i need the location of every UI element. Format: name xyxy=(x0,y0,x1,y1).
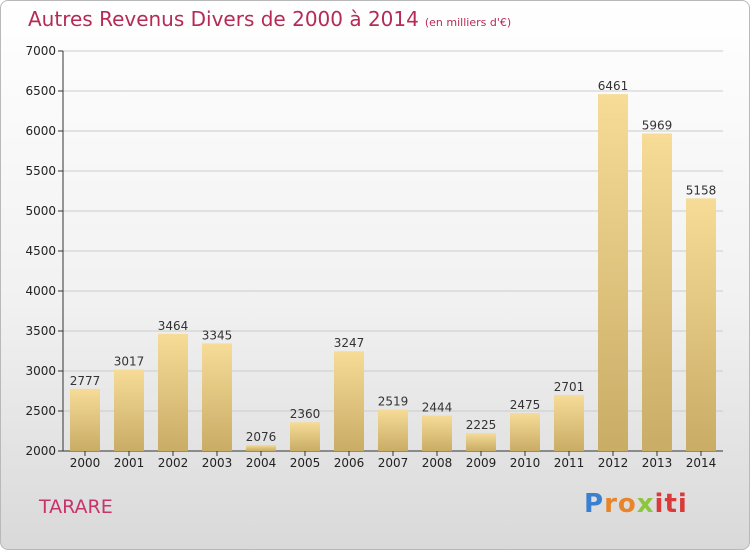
y-tick-label: 2500 xyxy=(25,404,56,418)
x-tick-label: 2004 xyxy=(246,456,277,470)
x-tick-label: 2009 xyxy=(466,456,497,470)
bar xyxy=(158,333,188,451)
bar xyxy=(290,422,320,451)
y-tick-label: 6500 xyxy=(25,84,56,98)
y-tick-label: 2000 xyxy=(25,444,56,458)
bar xyxy=(510,413,540,451)
y-tick-label: 7000 xyxy=(25,44,56,58)
chart-title-block: Autres Revenus Divers de 2000 à 2014 (en … xyxy=(28,7,511,31)
data-label: 5969 xyxy=(642,118,673,132)
data-label: 3017 xyxy=(114,355,145,369)
chart-subtitle: (en milliers d'€) xyxy=(424,16,512,29)
x-tick-label: 2001 xyxy=(114,456,145,470)
y-tick-label: 5000 xyxy=(25,204,56,218)
y-tick-label: 4000 xyxy=(25,284,56,298)
bar xyxy=(554,394,584,451)
y-tick-label: 3500 xyxy=(25,324,56,338)
data-label: 2519 xyxy=(378,394,409,408)
x-tick-label: 2010 xyxy=(510,456,541,470)
x-tick-label: 2007 xyxy=(378,456,409,470)
bar xyxy=(202,343,232,451)
bar xyxy=(466,433,496,451)
x-tick-label: 2008 xyxy=(422,456,453,470)
x-tick-label: 2011 xyxy=(554,456,585,470)
data-label: 2076 xyxy=(246,430,277,444)
data-label: 3464 xyxy=(158,319,189,333)
data-label: 2360 xyxy=(290,407,321,421)
x-tick-label: 2014 xyxy=(686,456,717,470)
x-tick-label: 2005 xyxy=(290,456,321,470)
data-label: 2225 xyxy=(466,418,497,432)
x-tick-label: 2003 xyxy=(202,456,233,470)
x-tick-label: 2000 xyxy=(70,456,101,470)
y-tick-label: 3000 xyxy=(25,364,56,378)
data-label: 6461 xyxy=(598,79,629,93)
x-tick-label: 2013 xyxy=(642,456,673,470)
bar xyxy=(686,198,716,451)
data-label: 2777 xyxy=(70,374,101,388)
bar xyxy=(70,388,100,451)
chart-title: Autres Revenus Divers de 2000 à 2014 xyxy=(28,7,419,31)
proxiti-logo: Proxiti xyxy=(584,489,688,519)
bar xyxy=(642,133,672,452)
bar xyxy=(334,351,364,451)
commune-name: TARARE xyxy=(39,496,113,518)
y-tick-label: 6000 xyxy=(25,124,56,138)
data-label: 2701 xyxy=(554,380,585,394)
bar xyxy=(422,415,452,451)
data-label: 2444 xyxy=(422,400,453,414)
bar xyxy=(246,444,276,451)
y-tick-label: 4500 xyxy=(25,244,56,258)
x-tick-label: 2012 xyxy=(598,456,629,470)
y-tick-label: 5500 xyxy=(25,164,56,178)
x-tick-label: 2002 xyxy=(158,456,189,470)
x-tick-label: 2006 xyxy=(334,456,365,470)
data-label: 3247 xyxy=(334,336,365,350)
bar xyxy=(598,94,628,452)
data-label: 5158 xyxy=(686,183,717,197)
data-label: 3345 xyxy=(202,328,233,342)
data-label: 2475 xyxy=(510,398,541,412)
bar xyxy=(378,409,408,451)
bar xyxy=(114,369,144,451)
